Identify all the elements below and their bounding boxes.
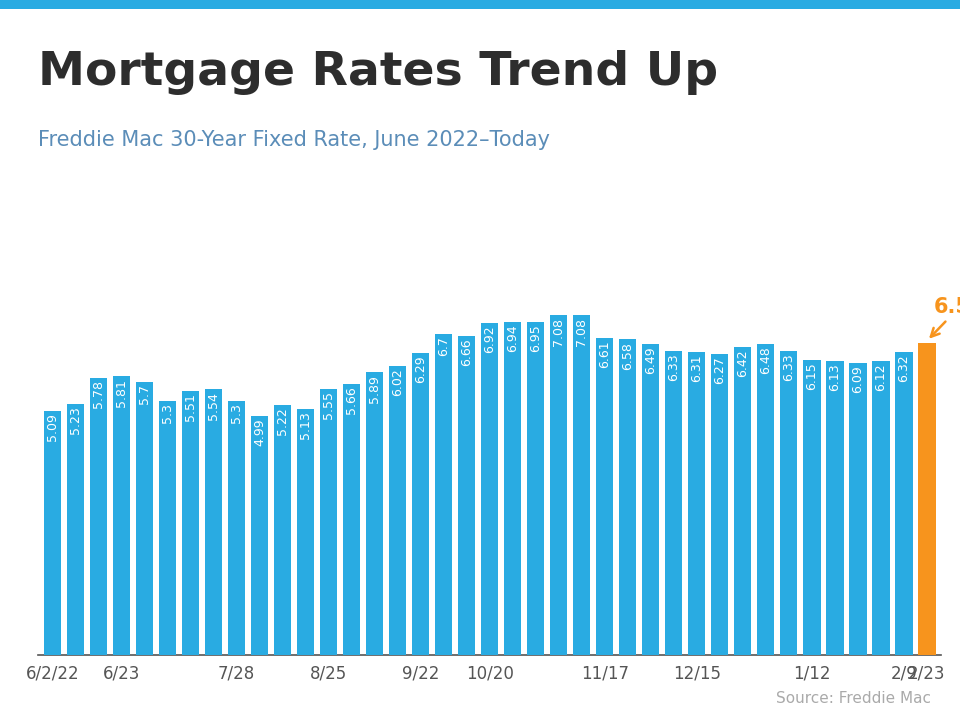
Bar [481, 323, 498, 655]
Text: 6.31: 6.31 [690, 355, 704, 382]
Text: 5.3: 5.3 [161, 403, 174, 423]
Text: Mortgage Rates Trend Up: Mortgage Rates Trend Up [38, 50, 718, 95]
Bar [757, 344, 775, 655]
Text: Freddie Mac 30-Year Fixed Rate, June 2022–Today: Freddie Mac 30-Year Fixed Rate, June 202… [38, 130, 550, 150]
Bar [873, 361, 890, 655]
Text: 6.61: 6.61 [598, 341, 612, 368]
Text: 5.7: 5.7 [138, 384, 151, 404]
Text: 5.81: 5.81 [115, 379, 128, 407]
Bar [135, 382, 153, 655]
Text: 6.92: 6.92 [483, 325, 496, 353]
Text: 5.89: 5.89 [368, 375, 381, 402]
Text: 6.12: 6.12 [875, 364, 887, 392]
Bar [412, 354, 429, 655]
Text: 5.23: 5.23 [69, 407, 82, 434]
Text: 6.58: 6.58 [621, 342, 635, 369]
Text: 5.66: 5.66 [345, 386, 358, 414]
Text: 6.66: 6.66 [460, 338, 473, 366]
Text: 5.54: 5.54 [206, 392, 220, 420]
Bar [642, 343, 660, 655]
Bar [504, 322, 521, 655]
Bar [619, 339, 636, 655]
Text: 5.51: 5.51 [183, 393, 197, 421]
Text: 4.99: 4.99 [252, 418, 266, 446]
Bar [734, 347, 752, 655]
Bar [158, 401, 176, 655]
Bar [251, 415, 268, 655]
Text: 7.08: 7.08 [552, 318, 565, 346]
Text: 6.48: 6.48 [759, 346, 773, 374]
Bar [274, 405, 291, 655]
Bar [665, 351, 683, 655]
Bar [366, 372, 383, 655]
Bar [850, 363, 867, 655]
Bar [919, 343, 936, 655]
Bar [458, 336, 475, 655]
Text: 5.3: 5.3 [229, 403, 243, 423]
Text: 6.15: 6.15 [805, 362, 818, 390]
Text: 5.13: 5.13 [299, 411, 312, 439]
Text: 5.22: 5.22 [276, 407, 289, 435]
Text: 6.5: 6.5 [921, 346, 933, 366]
Text: 6.95: 6.95 [529, 324, 542, 352]
Bar [573, 315, 590, 655]
Bar [204, 390, 222, 655]
Bar [43, 411, 60, 655]
Bar [550, 315, 567, 655]
Bar [320, 389, 337, 655]
Bar [297, 409, 314, 655]
Text: 6.50: 6.50 [931, 297, 960, 337]
Bar [527, 322, 544, 655]
Text: 6.13: 6.13 [828, 364, 841, 391]
Text: 5.09: 5.09 [46, 413, 59, 441]
Bar [228, 401, 245, 655]
Text: Source: Freddie Mac: Source: Freddie Mac [777, 690, 931, 706]
Bar [688, 352, 706, 655]
Bar [711, 354, 729, 655]
Bar [804, 360, 821, 655]
Bar [343, 384, 360, 655]
Bar [89, 378, 107, 655]
Text: 7.08: 7.08 [575, 318, 588, 346]
Text: 6.33: 6.33 [667, 354, 681, 382]
Text: 6.7: 6.7 [437, 336, 450, 356]
Bar [435, 333, 452, 655]
Text: 6.27: 6.27 [713, 356, 727, 384]
Bar [827, 361, 844, 655]
Text: 6.33: 6.33 [782, 354, 796, 382]
Text: 6.42: 6.42 [736, 349, 750, 377]
Text: 5.78: 5.78 [92, 380, 105, 408]
Text: 6.02: 6.02 [391, 369, 404, 397]
Text: 6.29: 6.29 [414, 356, 427, 383]
Bar [389, 366, 406, 655]
Bar [66, 404, 84, 655]
Bar [780, 351, 798, 655]
Text: 5.55: 5.55 [322, 391, 335, 419]
Bar [181, 391, 199, 655]
Text: 6.09: 6.09 [852, 365, 864, 393]
Text: 6.49: 6.49 [644, 346, 658, 374]
Bar [112, 377, 130, 655]
Text: 6.94: 6.94 [506, 325, 519, 352]
Bar [596, 338, 613, 655]
Text: 6.32: 6.32 [898, 354, 910, 382]
Bar [896, 352, 913, 655]
